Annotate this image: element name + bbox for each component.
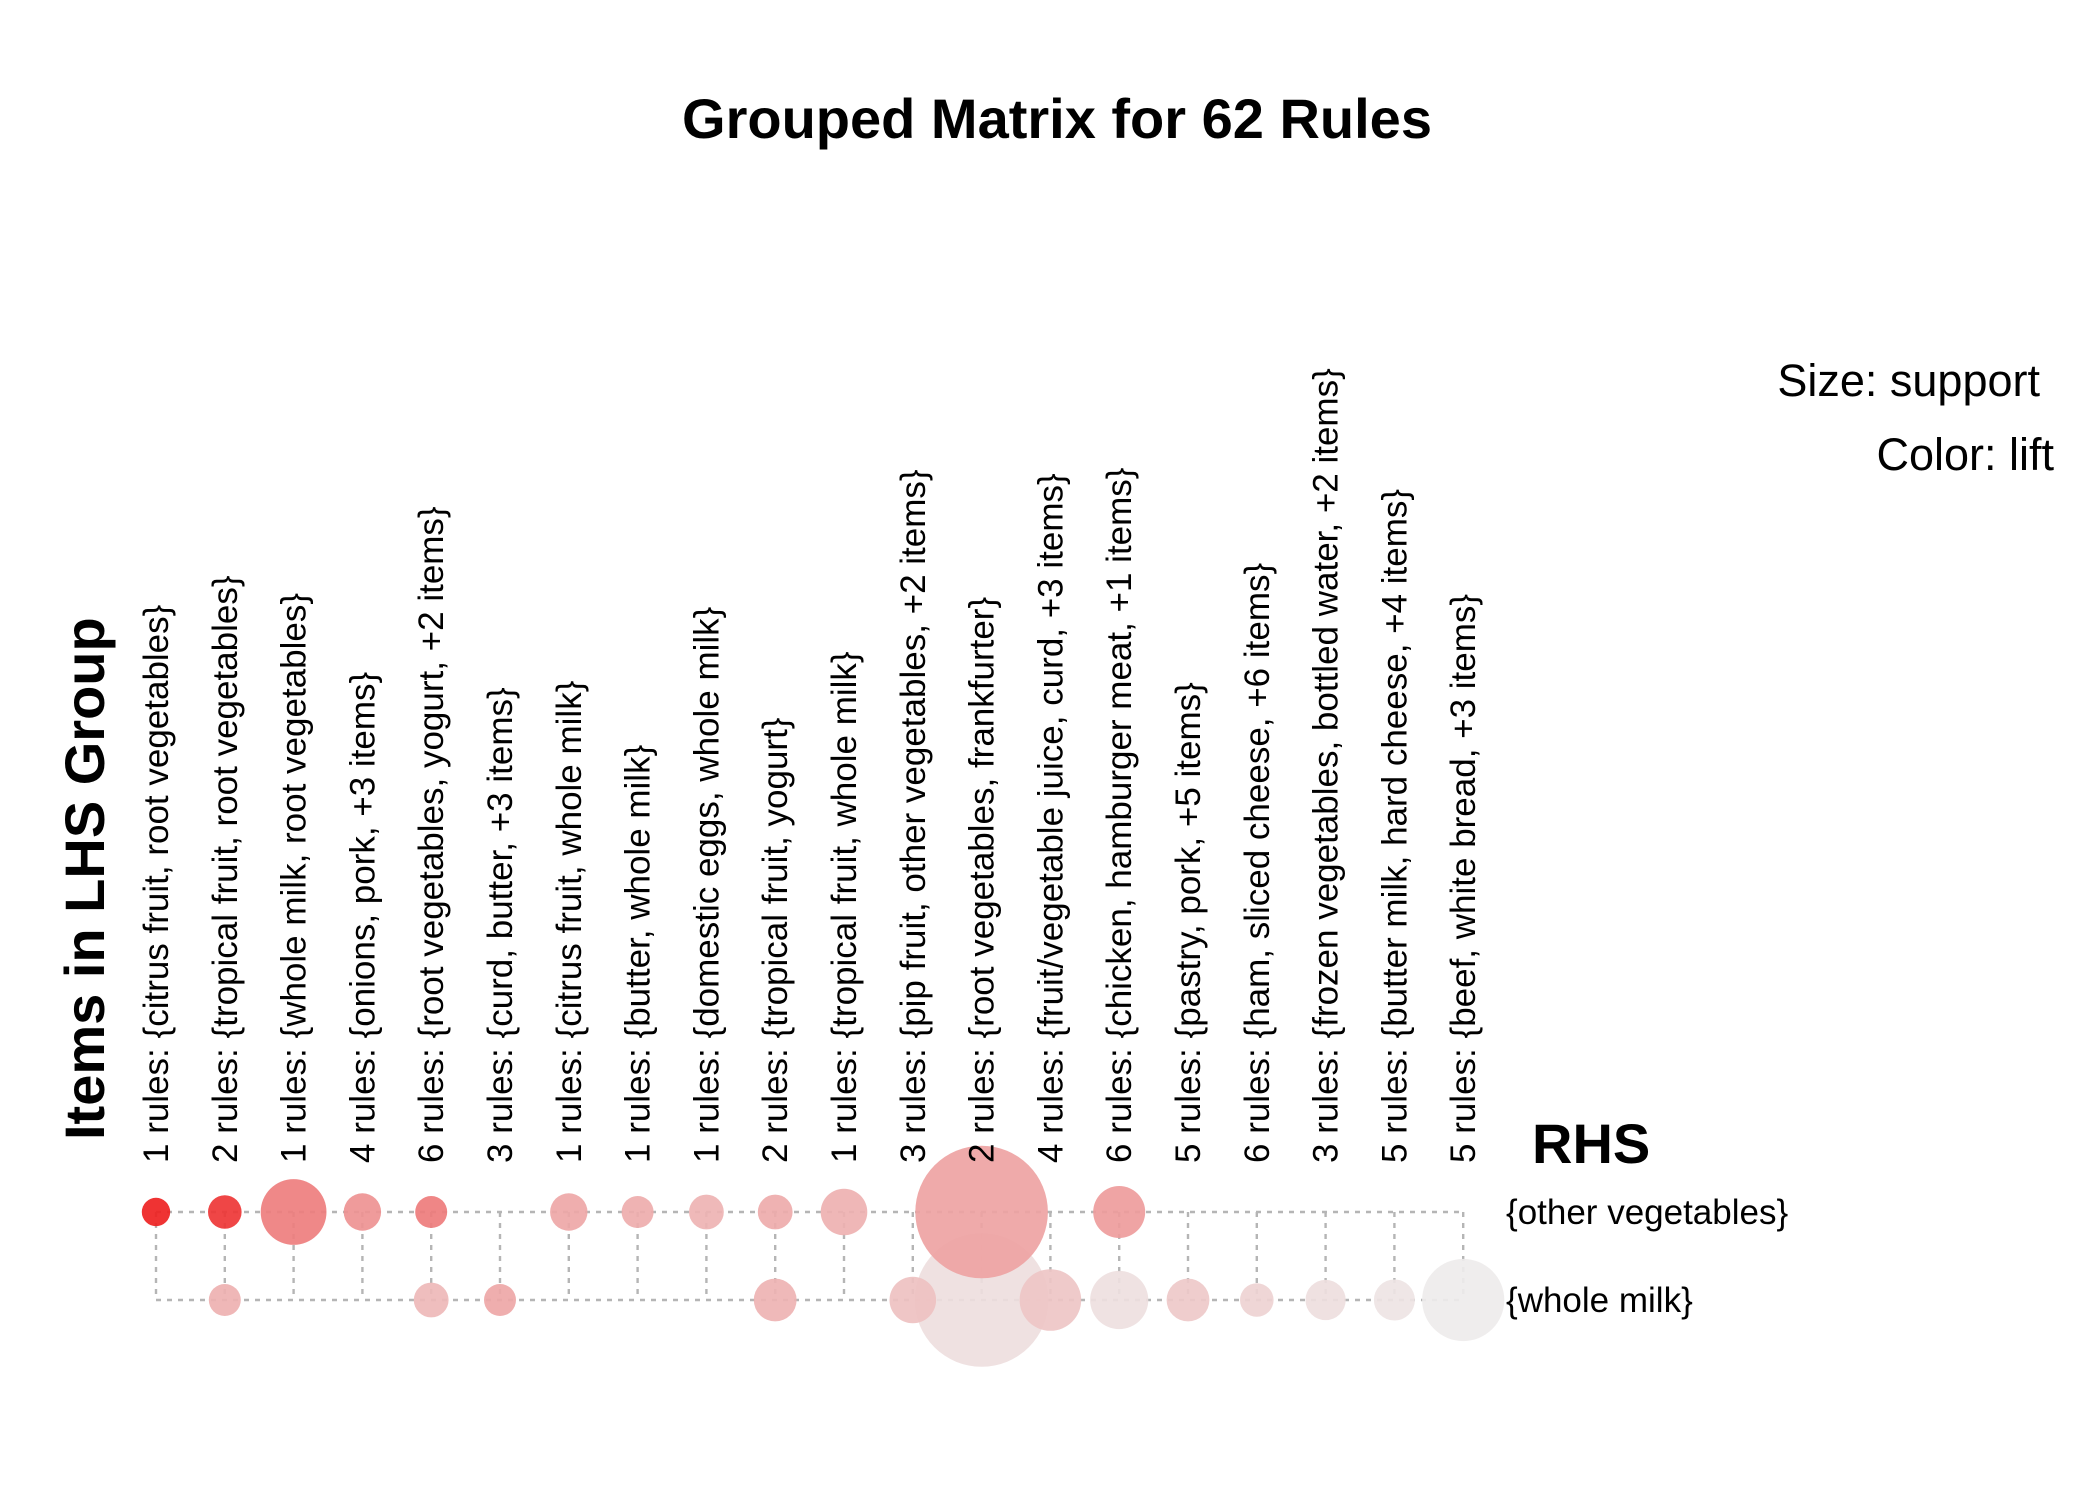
lhs-group-label: 1 rules: {citrus fruit, root vegetables} (137, 604, 176, 1163)
rule-point (550, 1193, 588, 1231)
rule-point (415, 1196, 448, 1228)
lhs-group-label: 1 rules: {whole milk, root vegetables} (275, 593, 314, 1163)
rule-point (757, 1194, 793, 1230)
lhs-group-label: 3 rules: {pip fruit, other vegetables, +… (894, 469, 933, 1163)
rule-point (141, 1197, 171, 1227)
rule-point (820, 1188, 868, 1236)
label-layer: 1 rules: {citrus fruit, root vegetables}… (137, 368, 1788, 1320)
legend-size: Size: support (1777, 355, 2040, 406)
rule-point (1240, 1283, 1274, 1317)
lhs-group-label: 5 rules: {pastry, pork, +5 items} (1169, 682, 1208, 1163)
rhs-item-label: {whole milk} (1506, 1281, 1693, 1320)
lhs-group-label: 3 rules: {curd, butter, +3 items} (481, 687, 520, 1163)
rule-point (1305, 1279, 1346, 1321)
rule-point (208, 1284, 241, 1316)
lhs-group-label: 6 rules: {ham, sliced cheese, +6 items} (1238, 563, 1277, 1163)
lhs-group-label: 5 rules: {beef, white bread, +3 items} (1444, 594, 1483, 1163)
lhs-group-label: 4 rules: {onions, pork, +3 items} (343, 671, 382, 1163)
lhs-group-label: 2 rules: {tropical fruit, root vegetable… (206, 575, 245, 1163)
rhs-item-label: {other vegetables} (1506, 1193, 1788, 1232)
lhs-group-label: 2 rules: {tropical fruit, yogurt} (756, 717, 795, 1163)
legend-color: Color: lift (1876, 429, 2054, 480)
point-layer (141, 1145, 1505, 1367)
lhs-group-label: 2 rules: {root vegetables, frankfurter} (963, 597, 1002, 1163)
lhs-group-label: 5 rules: {butter milk, hard cheese, +4 i… (1375, 489, 1414, 1163)
rule-point (1373, 1279, 1415, 1321)
rule-point (1093, 1186, 1146, 1238)
rule-point (889, 1276, 937, 1324)
rule-point (915, 1145, 1048, 1279)
lhs-group-label: 1 rules: {citrus fruit, whole milk} (550, 680, 589, 1163)
lhs-group-label: 1 rules: {domestic eggs, whole milk} (687, 606, 726, 1163)
rule-point (621, 1196, 654, 1228)
lhs-group-label: 3 rules: {frozen vegetables, bottled wat… (1307, 368, 1346, 1163)
rhs-axis-title: RHS (1532, 1112, 1650, 1175)
rule-point (208, 1195, 242, 1229)
rule-point (343, 1193, 382, 1231)
lhs-group-label: 1 rules: {butter, whole milk} (619, 744, 658, 1163)
rule-point (413, 1282, 449, 1318)
rule-point (1166, 1278, 1210, 1322)
rule-point (260, 1179, 327, 1245)
rule-point (1019, 1269, 1082, 1331)
lhs-group-label: 6 rules: {chicken, hamburger meat, +1 it… (1100, 467, 1139, 1163)
chart-title: Grouped Matrix for 62 Rules (682, 87, 1432, 150)
rule-point (1090, 1270, 1149, 1330)
x-axis-title: Items in LHS Group (53, 617, 116, 1140)
lhs-group-label: 4 rules: {fruit/vegetable juice, curd, +… (1031, 473, 1070, 1163)
lhs-group-label: 1 rules: {tropical fruit, whole milk} (825, 651, 864, 1163)
lhs-group-label: 6 rules: {root vegetables, yogurt, +2 it… (412, 506, 451, 1163)
rule-point (689, 1194, 724, 1230)
rule-point (753, 1278, 797, 1322)
rule-point (484, 1284, 516, 1316)
rule-point (1422, 1258, 1505, 1342)
